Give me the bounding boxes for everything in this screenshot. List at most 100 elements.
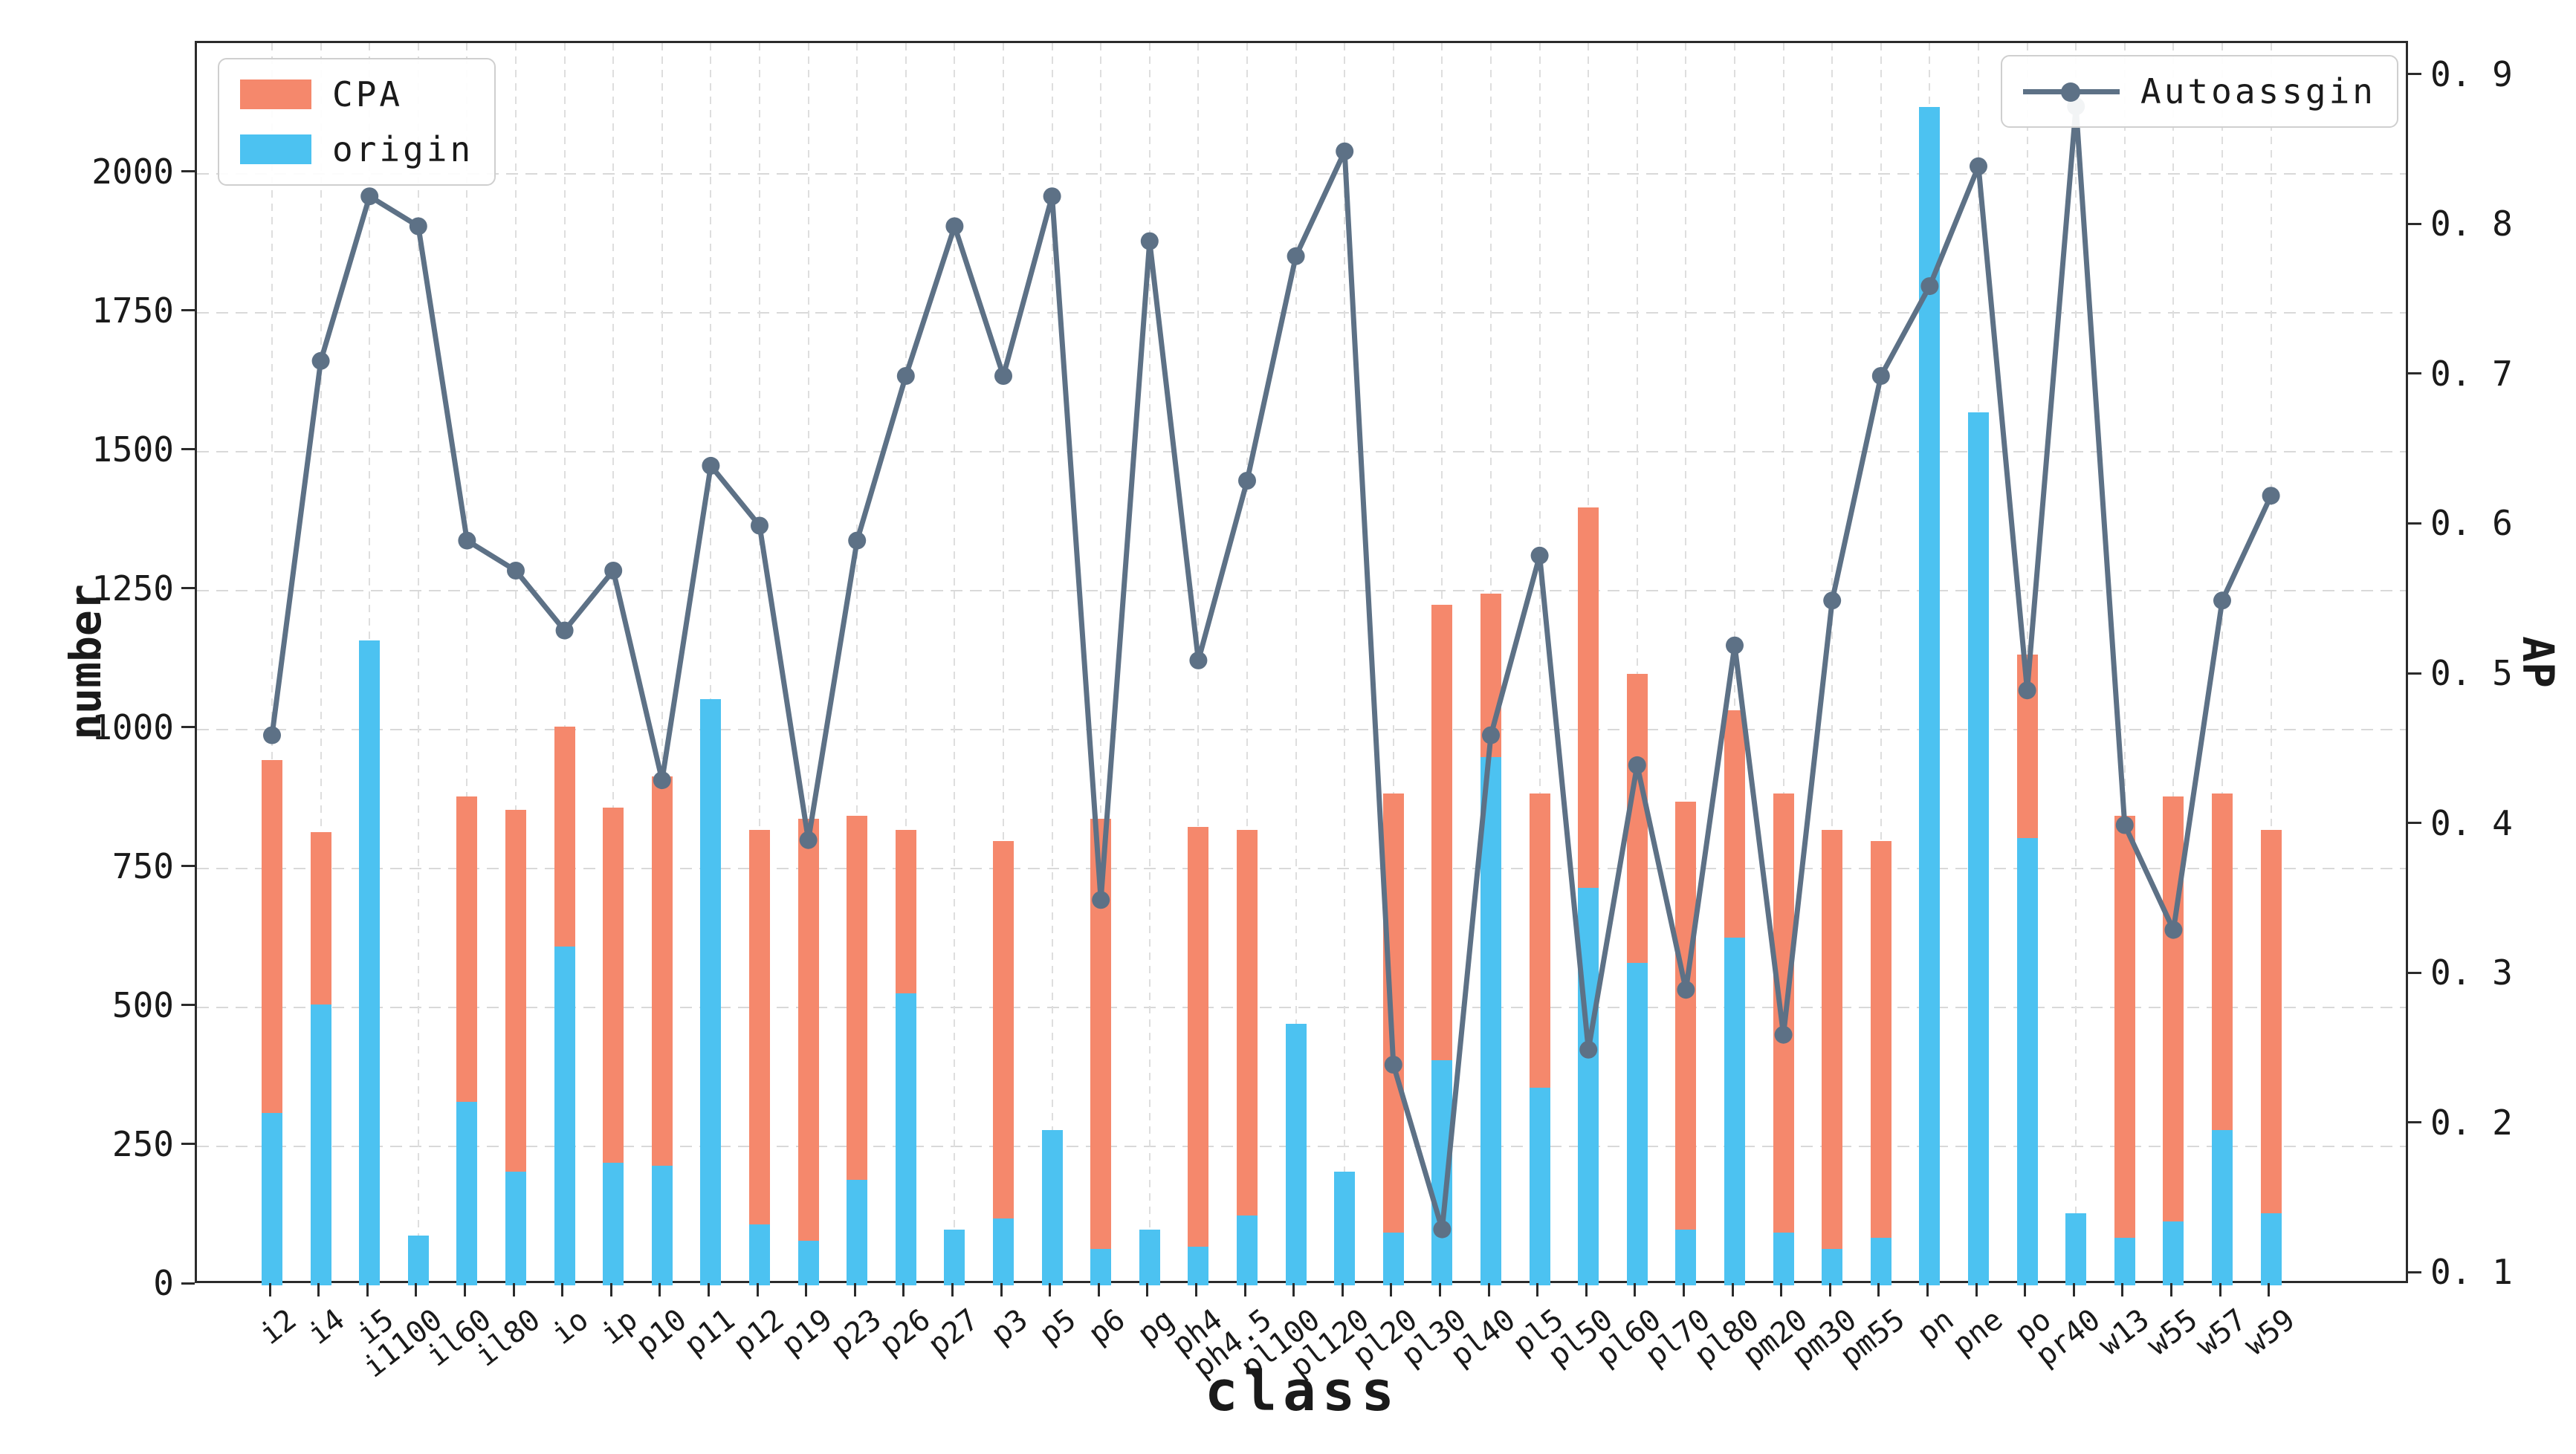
bar-cpa-ph4 <box>1188 826 1209 1247</box>
gridline-v-pm20 <box>1782 43 1784 1281</box>
y-left-tick-250 <box>181 1143 195 1146</box>
x-ticklabel-p6: p6 <box>1082 1302 1132 1351</box>
bar-origin-pl60 <box>1626 963 1648 1285</box>
gridline-v-p26 <box>904 43 907 1281</box>
y-right-ticklabel-0.2: 0. 2 <box>2430 1102 2513 1143</box>
bar-origin-p19 <box>797 1241 819 1285</box>
line-marker-p3 <box>994 367 1012 385</box>
x-tick-pl20 <box>1390 1283 1393 1296</box>
bar-origin-p11 <box>700 698 722 1285</box>
line-marker-pl20 <box>1384 1056 1402 1074</box>
bar-cpa-pl70 <box>1675 802 1697 1230</box>
line-marker-pl40 <box>1482 726 1500 744</box>
bar-origin-w57 <box>2212 1129 2233 1285</box>
line-marker-po <box>2018 681 2036 700</box>
y-left-tick-500 <box>181 1004 195 1007</box>
y-left-tick-1500 <box>181 448 195 451</box>
gridline-v-io <box>563 43 566 1281</box>
gridline-v-i1100 <box>417 43 419 1281</box>
gridline-v-il80 <box>515 43 517 1281</box>
bar-cpa-pl30 <box>1431 604 1453 1061</box>
x-tick-p12 <box>756 1283 759 1296</box>
x-tick-i5 <box>366 1283 369 1296</box>
y-right-ticklabel-0.6: 0. 6 <box>2430 503 2513 544</box>
x-tick-pn <box>1926 1283 1929 1296</box>
plot-area: CPA origin Autoassgin <box>195 41 2408 1285</box>
gridline-v-pm55 <box>1880 43 1882 1281</box>
gridline-v-pg <box>1148 43 1151 1281</box>
x-ticklabel-io: io <box>546 1302 595 1351</box>
line-marker-ph4.5 <box>1238 472 1256 490</box>
x-tick-ph4 <box>1194 1283 1197 1296</box>
gridline-v-i2 <box>271 43 273 1281</box>
x-tick-p10 <box>658 1283 661 1296</box>
bar-origin-p12 <box>749 1224 770 1285</box>
x-tick-i2 <box>268 1283 271 1296</box>
x-tick-p26 <box>902 1283 905 1296</box>
gridline-v-pl5 <box>1538 43 1541 1281</box>
gridline-v-p3 <box>1003 43 1004 1281</box>
bar-origin-pl20 <box>1382 1232 1404 1285</box>
x-tick-w55 <box>2169 1283 2172 1296</box>
bar-origin-p23 <box>847 1179 868 1285</box>
x-tick-p11 <box>707 1283 710 1296</box>
x-tick-i1100 <box>415 1283 418 1296</box>
bar-origin-pl5 <box>1529 1088 1550 1285</box>
y-left-ticklabel-0: 0 <box>153 1263 174 1303</box>
y-left-tick-1000 <box>181 726 195 729</box>
gridline-v-p11 <box>710 43 712 1281</box>
line-marker-w13 <box>2115 816 2134 834</box>
gridline-h-1500 <box>197 450 2406 452</box>
bar-origin-p6 <box>1090 1249 1112 1285</box>
line-marker-il80 <box>507 562 525 580</box>
legend-label-autoassgin: Autoassgin <box>2140 71 2376 111</box>
bar-origin-pl70 <box>1675 1230 1697 1285</box>
gridline-v-pl60 <box>1636 43 1638 1281</box>
gridline-h-500 <box>197 1006 2406 1008</box>
x-tick-pl100 <box>1292 1283 1295 1296</box>
bar-origin-w13 <box>2114 1238 2135 1285</box>
line-marker-ph4 <box>1189 651 1208 669</box>
line-marker-pl60 <box>1628 756 1646 774</box>
gridline-v-p10 <box>661 43 663 1281</box>
y-left-ticklabel-1000: 1000 <box>91 707 174 747</box>
gridline-v-w59 <box>2270 43 2272 1281</box>
bar-origin-p3 <box>993 1218 1014 1285</box>
bar-origin-w55 <box>2163 1221 2184 1285</box>
x-ticklabel-pne: pne <box>1946 1302 2010 1363</box>
y-left-ticklabel-750: 750 <box>111 846 174 886</box>
bar-origin-pg <box>1139 1230 1160 1285</box>
y-right-tick-0.9 <box>2408 73 2421 76</box>
gridline-v-ip <box>612 43 615 1281</box>
gridline-v-p5 <box>1051 43 1053 1281</box>
y-left-axis-title: number <box>59 584 111 740</box>
y-right-tick-0.3 <box>2408 971 2421 974</box>
gridline-v-p23 <box>856 43 858 1281</box>
gridline-h-1750 <box>197 311 2406 314</box>
x-tick-w59 <box>2268 1283 2271 1296</box>
x-tick-po <box>2024 1283 2027 1296</box>
bar-origin-i1100 <box>407 1235 429 1285</box>
gridline-h-750 <box>197 867 2406 869</box>
bar-origin-pr40 <box>2065 1213 2087 1285</box>
legend-label-origin: origin <box>332 129 474 169</box>
x-tick-pl40 <box>1487 1283 1490 1296</box>
legend-label-cpa: CPA <box>332 74 404 114</box>
line-marker-p23 <box>848 531 867 550</box>
bar-origin-p5 <box>1041 1129 1063 1285</box>
line-layer <box>263 97 2280 1239</box>
bar-cpa-ph4.5 <box>1237 829 1258 1216</box>
line-marker-pne <box>1970 157 1987 175</box>
bar-origin-po <box>2016 837 2038 1285</box>
x-ticklabel-p27: p27 <box>922 1302 986 1363</box>
bar-origin-p10 <box>651 1166 673 1285</box>
origin-swatch-icon <box>240 134 311 164</box>
gridline-h-1250 <box>197 589 2406 591</box>
y-right-tick-0.5 <box>2408 672 2421 675</box>
bar-cpa-pl80 <box>1724 710 1745 938</box>
x-tick-pl80 <box>1731 1283 1734 1296</box>
bar-origin-w59 <box>2260 1213 2282 1285</box>
bar-origin-pm30 <box>1822 1249 1843 1285</box>
gridline-h-1000 <box>197 728 2406 730</box>
legend-item-autoassgin: Autoassgin <box>2023 71 2376 111</box>
